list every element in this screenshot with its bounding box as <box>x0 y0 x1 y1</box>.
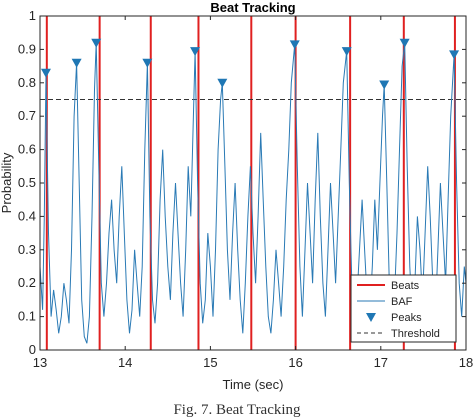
y-tick-label-4: 0.4 <box>18 208 36 223</box>
legend-label-beats: Beats <box>391 280 420 292</box>
x-tick-label-3: 16 <box>288 355 302 370</box>
legend: Beats BAF Peaks Threshold <box>350 274 457 343</box>
x-tick-label-0: 13 <box>33 355 47 370</box>
x-tick-label-1: 14 <box>118 355 132 370</box>
peak-marker-4 <box>190 47 201 57</box>
peak-marker-5 <box>217 78 228 88</box>
y-tick-label-9: 0.9 <box>18 41 36 56</box>
beat-tracking-chart: 13 14 15 16 17 18 0 0.1 0.2 0.3 0.4 0.5 0.6 0.7 0.8 0.9… <box>0 0 473 392</box>
figure-caption: Fig. 7. Beat Tracking <box>173 402 301 418</box>
x-tick-label-2: 15 <box>203 355 217 370</box>
x-tick-label-4: 17 <box>374 355 388 370</box>
x-axis-label: Time (sec) <box>223 377 284 392</box>
y-tick-label-7: 0.7 <box>18 108 36 123</box>
y-tick-label-3: 0.3 <box>18 242 36 257</box>
y-tick-label-10: 1 <box>29 8 36 23</box>
peak-marker-0 <box>40 68 51 78</box>
legend-label-baf: BAF <box>391 296 413 308</box>
y-tick-label-1: 0.1 <box>18 309 36 324</box>
legend-box <box>350 274 457 343</box>
peak-marker-6 <box>289 40 300 50</box>
axes-layer: 13 14 15 16 17 18 0 0.1 0.2 0.3 0.4 0.5 0.6 0.7 0.8 0.9… <box>18 8 473 370</box>
peak-marker-7 <box>341 47 352 57</box>
chart-title: Beat Tracking <box>210 0 295 15</box>
y-tick-label-5: 0.5 <box>18 175 36 190</box>
peak-marker-8 <box>379 80 390 90</box>
legend-label-peaks: Peaks <box>391 312 422 324</box>
peak-marker-1 <box>71 58 82 68</box>
y-tick-label-2: 0.2 <box>18 275 36 290</box>
legend-swatch-peaks <box>366 313 376 322</box>
peak-marker-9 <box>399 38 410 48</box>
peaks-layer <box>40 38 460 90</box>
y-tick-label-0: 0 <box>29 342 36 357</box>
peak-marker-10 <box>449 50 460 60</box>
y-axis-label: Probability <box>0 152 14 213</box>
x-tick-label-5: 18 <box>459 355 473 370</box>
peak-marker-2 <box>91 38 102 48</box>
peak-marker-3 <box>142 58 153 68</box>
legend-label-threshold: Threshold <box>391 328 440 340</box>
y-tick-label-6: 0.6 <box>18 142 36 157</box>
y-tick-label-8: 0.8 <box>18 75 36 90</box>
